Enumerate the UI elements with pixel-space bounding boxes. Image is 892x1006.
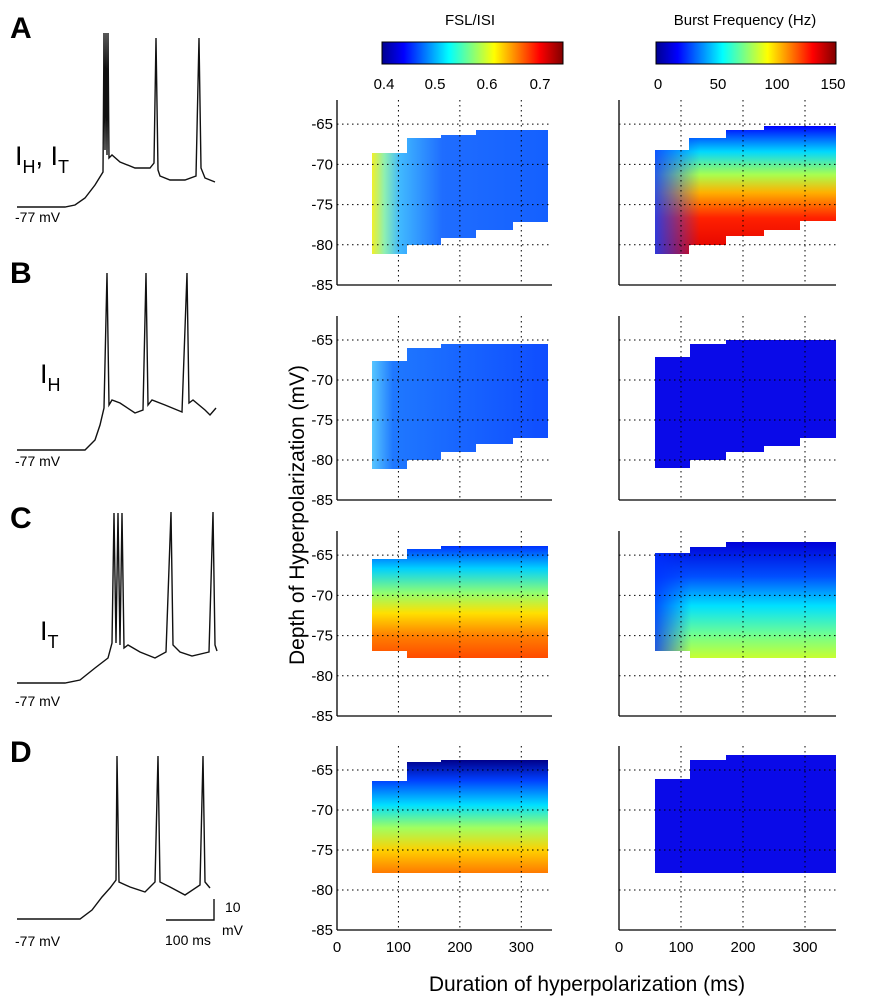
y-tick-label: -70: [311, 372, 333, 389]
current-label-b: IH: [40, 359, 61, 395]
y-tick-label: -75: [311, 412, 333, 429]
colorbar-fsl: [381, 41, 564, 65]
y-tick-label: -85: [311, 277, 333, 294]
panel-letter-b: B: [10, 257, 32, 290]
voltage-trace-a: [17, 32, 216, 208]
colorbar-title-burst: Burst Frequency (Hz): [674, 12, 817, 29]
x-tick-label: 300: [792, 939, 817, 956]
current-label-c: IT: [40, 616, 59, 652]
panel-letter-c: C: [10, 502, 32, 535]
resting-potential-b: -77 mV: [15, 453, 61, 469]
x-axis-label: Duration of hyperpolarization (ms): [429, 973, 745, 996]
y-tick-label: -75: [311, 197, 333, 214]
colorbar-burst-tick: 150: [820, 76, 845, 93]
y-tick-label: -85: [311, 922, 333, 939]
heatmap-a-burst-shading: [655, 126, 836, 254]
x-tick-label: 0: [615, 939, 623, 956]
scale-bar-time-label: 100 ms: [165, 932, 211, 948]
y-tick-label: -75: [311, 842, 333, 859]
x-tick-label: 200: [447, 939, 472, 956]
y-tick-label: -85: [311, 492, 333, 509]
scale-bar-voltage-unit: mV: [222, 922, 244, 938]
x-tick-label: 100: [668, 939, 693, 956]
y-tick-label: -80: [311, 452, 333, 469]
y-tick-label: -65: [311, 332, 333, 349]
y-tick-label: -80: [311, 882, 333, 899]
voltage-trace-b: [17, 272, 217, 451]
y-tick-label: -65: [311, 116, 333, 133]
colorbar-burst: [655, 41, 837, 65]
panel-letter-a: A: [10, 12, 32, 45]
resting-potential-c: -77 mV: [15, 693, 61, 709]
voltage-trace-d: [17, 755, 211, 920]
colorbar-burst-tick: 50: [710, 76, 727, 93]
scale-bar-voltage-value: 10: [225, 899, 241, 915]
y-axis-label: Depth of Hyperpolarization (mV): [286, 365, 309, 665]
heatmap-b-burst: [655, 340, 836, 468]
heatmap-d-burst: [655, 755, 836, 873]
colorbar-burst-tick: 100: [764, 76, 789, 93]
x-tick-label: 100: [386, 939, 411, 956]
resting-potential-a: -77 mV: [15, 209, 61, 225]
y-tick-label: -80: [311, 237, 333, 254]
colorbar-fsl-tick: 0.6: [477, 76, 498, 93]
resting-potential-d: -77 mV: [15, 933, 61, 949]
x-tick-label: 200: [730, 939, 755, 956]
y-tick-label: -65: [311, 547, 333, 564]
colorbar-fsl-tick: 0.7: [530, 76, 551, 93]
heatmap-a-fsl: [372, 130, 548, 254]
axes-layer: -65 -70 -75 -80 -85 -65 -70 -75 -80 -85 -65 -70 -75 -…: [311, 100, 836, 956]
y-tick-label: -70: [311, 156, 333, 173]
voltage-trace-c: [17, 511, 218, 684]
y-tick-label: -85: [311, 708, 333, 725]
x-tick-label: 0: [333, 939, 341, 956]
y-tick-label: -75: [311, 628, 333, 645]
panel-letter-d: D: [10, 736, 32, 769]
x-tick-label: 300: [509, 939, 534, 956]
heatmap-c-burst-shading: [655, 542, 836, 658]
y-tick-label: -80: [311, 668, 333, 685]
y-tick-label: -70: [311, 587, 333, 604]
y-tick-label: -65: [311, 762, 333, 779]
colorbar-fsl-tick: 0.4: [374, 76, 395, 93]
current-label-a: IH, IT: [15, 141, 69, 177]
colorbar-burst-tick: 0: [654, 76, 662, 93]
colorbar-fsl-tick: 0.5: [425, 76, 446, 93]
y-tick-label: -70: [311, 802, 333, 819]
scale-bar: [166, 899, 215, 921]
colorbar-title-fsl: FSL/ISI: [445, 12, 495, 29]
